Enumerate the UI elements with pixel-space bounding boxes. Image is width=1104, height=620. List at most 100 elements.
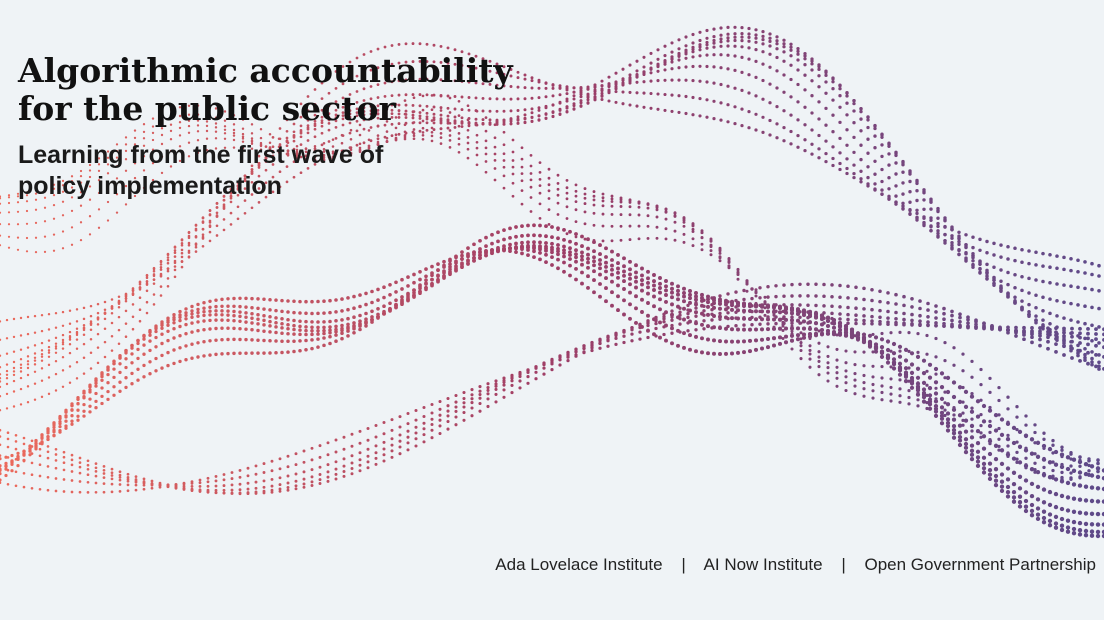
wave-dot — [208, 353, 212, 357]
wave-dot — [214, 126, 218, 129]
wave-dot — [630, 326, 634, 330]
wave-dot — [676, 292, 680, 297]
wave-dot — [47, 355, 51, 359]
wave-dot — [40, 379, 44, 382]
wave-dot — [817, 85, 821, 89]
wave-dot — [998, 327, 1002, 332]
wave-dot — [180, 255, 184, 259]
wave-dot — [719, 37, 723, 41]
wave-dot — [126, 472, 130, 476]
wave-dot — [886, 309, 890, 314]
wave-dot — [1017, 504, 1023, 509]
wave-dot — [222, 204, 226, 208]
wave-dot — [957, 247, 961, 252]
wave-dot — [362, 118, 366, 122]
wave-dot — [706, 324, 710, 329]
wave-dot — [201, 221, 205, 224]
wave-dot — [229, 223, 233, 226]
wave-dot — [606, 337, 610, 342]
wave-dot — [30, 461, 34, 465]
wave-dot — [106, 381, 110, 385]
wave-dot — [152, 273, 156, 276]
wave-dot — [621, 82, 625, 86]
wave-dot — [1041, 309, 1045, 313]
wave-dot — [268, 351, 272, 355]
wave-dot — [160, 326, 164, 330]
wave-dot — [1078, 326, 1082, 331]
wave-dot — [975, 414, 981, 419]
wave-dot — [406, 275, 410, 279]
wave-dot — [230, 477, 234, 481]
wave-dot — [470, 397, 474, 401]
wave-dot — [106, 156, 110, 159]
wave-dot — [736, 268, 740, 272]
wave-dot — [698, 114, 702, 118]
wave-dot — [286, 310, 290, 314]
wave-dot — [768, 101, 772, 105]
wave-dot — [971, 245, 975, 250]
wave-dot — [383, 116, 387, 120]
wave-dot — [112, 362, 116, 366]
wave-dot — [370, 315, 374, 319]
wave-dot — [726, 324, 730, 329]
wave-dot — [374, 456, 378, 460]
wave-dot — [340, 336, 344, 341]
wave-dot — [662, 320, 666, 324]
wave-dot — [376, 116, 380, 120]
wave-dot — [1038, 326, 1042, 330]
wave-dot — [698, 43, 702, 47]
wave-dot — [442, 274, 446, 279]
wave-dot — [957, 252, 961, 257]
wave-dot — [159, 272, 163, 276]
wave-dot — [190, 482, 194, 485]
wave-dot — [999, 488, 1005, 494]
wave-dot — [664, 237, 668, 241]
wave-dot — [712, 41, 716, 45]
wave-dot — [726, 311, 730, 315]
wave-dot — [950, 243, 954, 248]
wave-dot — [978, 248, 982, 253]
wave-dot — [286, 153, 290, 157]
wave-dot — [1006, 270, 1010, 275]
wave-dot — [526, 233, 530, 238]
wave-dot — [350, 432, 354, 436]
wave-dot — [439, 127, 443, 130]
wave-dot — [229, 211, 233, 215]
wave-dot — [158, 481, 162, 485]
wave-dot — [705, 115, 709, 119]
wave-dot — [1062, 353, 1066, 357]
wave-dot — [54, 447, 58, 451]
wave-dot — [658, 276, 662, 280]
wave-dot — [100, 372, 104, 376]
wave-dot — [870, 314, 874, 319]
wave-dot — [220, 309, 224, 313]
wave-dot — [1014, 330, 1018, 335]
wave-dot — [806, 310, 810, 314]
wave-dot — [534, 370, 538, 374]
wave-dot — [286, 323, 290, 327]
wave-dot — [747, 126, 751, 130]
wave-dot — [933, 366, 939, 372]
wave-dot — [544, 112, 548, 116]
wave-dot — [852, 150, 856, 155]
wave-dot — [280, 317, 284, 321]
wave-dot — [110, 482, 114, 486]
wave-dot — [734, 298, 738, 303]
wave-dot — [719, 66, 723, 70]
wave-dot — [366, 460, 370, 464]
wave-dot — [1097, 367, 1101, 371]
wave-dot — [1078, 470, 1082, 475]
wave-dot — [94, 406, 98, 410]
wave-dot — [412, 137, 416, 141]
wave-dot — [78, 471, 82, 475]
wave-dot — [299, 115, 303, 119]
wave-dot — [1090, 350, 1094, 354]
wave-dot — [82, 391, 86, 395]
wave-dot — [684, 52, 688, 56]
wave-dot — [908, 212, 912, 216]
wave-dot — [1089, 522, 1095, 527]
wave-dot — [404, 60, 408, 64]
wave-dot — [677, 94, 681, 98]
wave-dot — [1053, 521, 1059, 526]
wave-dot — [208, 219, 212, 223]
